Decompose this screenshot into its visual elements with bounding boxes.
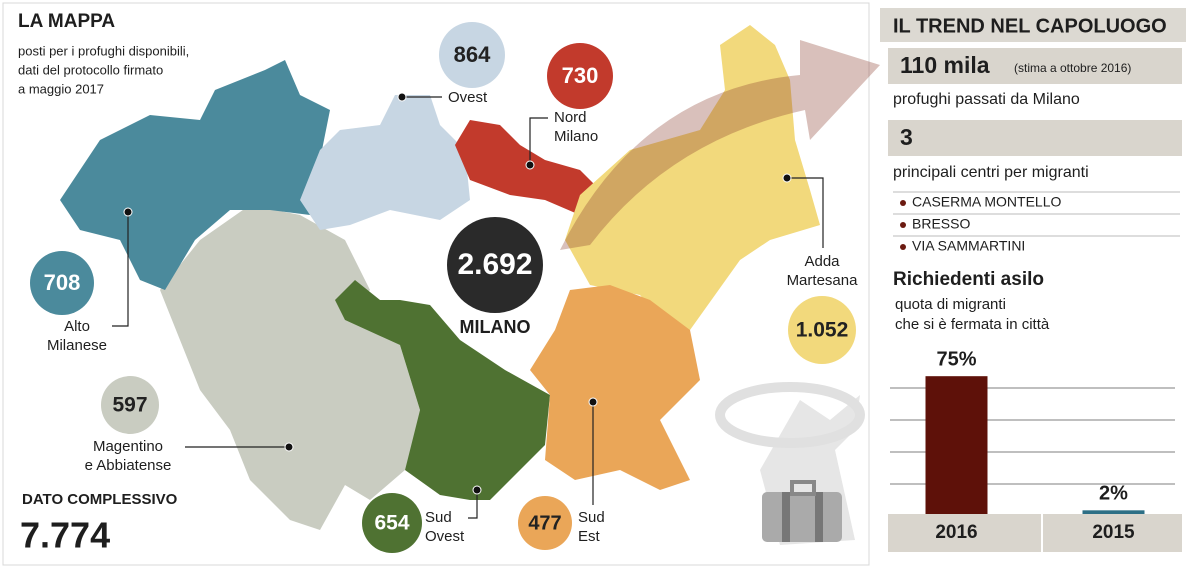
region-name: Milanese	[47, 337, 107, 354]
location-dot	[472, 485, 482, 495]
region-name: Ovest	[425, 528, 465, 545]
total-value: 7.774	[20, 515, 110, 556]
category-band	[888, 514, 1182, 552]
callout-line	[787, 177, 824, 248]
callout-line	[468, 490, 478, 519]
figure1: 110 mila	[900, 52, 990, 78]
callout-line	[529, 117, 548, 165]
figure1-caption: profughi passati da Milano	[893, 91, 1080, 108]
value-bubble	[518, 496, 572, 550]
value-bubble	[439, 22, 505, 88]
map-shapes	[60, 25, 880, 545]
value-bubble	[101, 376, 159, 434]
region-name: Milano	[554, 128, 598, 145]
location-dot	[123, 207, 133, 217]
category-label: 2016	[935, 522, 977, 543]
map-subtitle: posti per i profughi disponibili,	[18, 43, 189, 58]
region-name: MILANO	[460, 317, 531, 337]
region-value: 1.052	[796, 319, 849, 342]
location-dot	[525, 160, 535, 170]
region-value: 477	[528, 512, 561, 534]
bar-chart: 75% 2016 2% 2015	[925, 348, 1145, 543]
region-value: 730	[562, 63, 599, 88]
region-name: Ovest	[448, 89, 488, 106]
value-bubble	[30, 251, 94, 315]
value-label: 75%	[936, 348, 976, 370]
region-value: 2.692	[457, 248, 532, 281]
bar	[1082, 510, 1145, 514]
location-dot	[588, 397, 598, 407]
region-name: Martesana	[787, 272, 859, 289]
location-dot	[397, 92, 407, 102]
map-subtitle: a maggio 2017	[18, 81, 104, 96]
value-bubble	[547, 43, 613, 109]
list-bullet	[900, 244, 906, 250]
region-name: Adda	[804, 253, 840, 270]
trend-panel: IL TREND NEL CAPOLUOGO 110 mila (stima a…	[880, 8, 1186, 552]
region-name: Sud	[578, 509, 605, 526]
region-labels: 864 Ovest 730 Nord Milano 708 Alto Milanese 597 M…	[30, 22, 858, 553]
region-value: 708	[44, 270, 81, 295]
figure1-note: (stima a ottobre 2016)	[1014, 61, 1131, 75]
region-value: 654	[374, 512, 409, 535]
total-label: DATO COMPLESSIVO	[22, 491, 178, 508]
figure2-caption: principali centri per migranti	[893, 164, 1089, 181]
region-value: 864	[454, 42, 491, 67]
region-value: 597	[112, 394, 147, 417]
map-subtitle: dati del protocollo firmato	[18, 62, 163, 77]
region-name: e Abbiatense	[85, 457, 172, 474]
centers-list: CASERMA MONTELLO BRESSO VIA SAMMARTINI	[893, 191, 1180, 254]
trend-title: IL TREND NEL CAPOLUOGO	[893, 15, 1167, 37]
region-name: Nord	[554, 109, 587, 126]
value-bubble	[788, 296, 856, 364]
region-name: Magentino	[93, 438, 163, 455]
chart-subtitle: che si è fermata in città	[895, 316, 1050, 333]
center-name: CASERMA MONTELLO	[912, 194, 1061, 210]
callout-line	[112, 212, 129, 327]
figure-box	[888, 48, 1182, 84]
bar	[925, 376, 988, 514]
value-bubble	[362, 493, 422, 553]
map-title: LA MAPPA	[18, 11, 115, 32]
center-name: VIA SAMMARTINI	[912, 238, 1025, 254]
center-name: BRESSO	[912, 216, 970, 232]
chart-subtitle: quota di migranti	[895, 296, 1006, 313]
value-bubble	[447, 217, 543, 313]
category-label: 2015	[1092, 522, 1135, 543]
figure-box	[888, 120, 1182, 156]
location-dot	[284, 442, 294, 452]
trend-title-band	[880, 8, 1186, 42]
figure2: 3	[900, 124, 913, 150]
location-dot	[782, 173, 792, 183]
list-bullet	[900, 222, 906, 228]
value-label: 2%	[1099, 483, 1128, 505]
chart-title: Richiedenti asilo	[893, 269, 1044, 290]
region-name: Est	[578, 528, 601, 545]
list-bullet	[900, 200, 906, 206]
region-name: Alto	[64, 318, 90, 335]
region-name: Sud	[425, 509, 452, 526]
